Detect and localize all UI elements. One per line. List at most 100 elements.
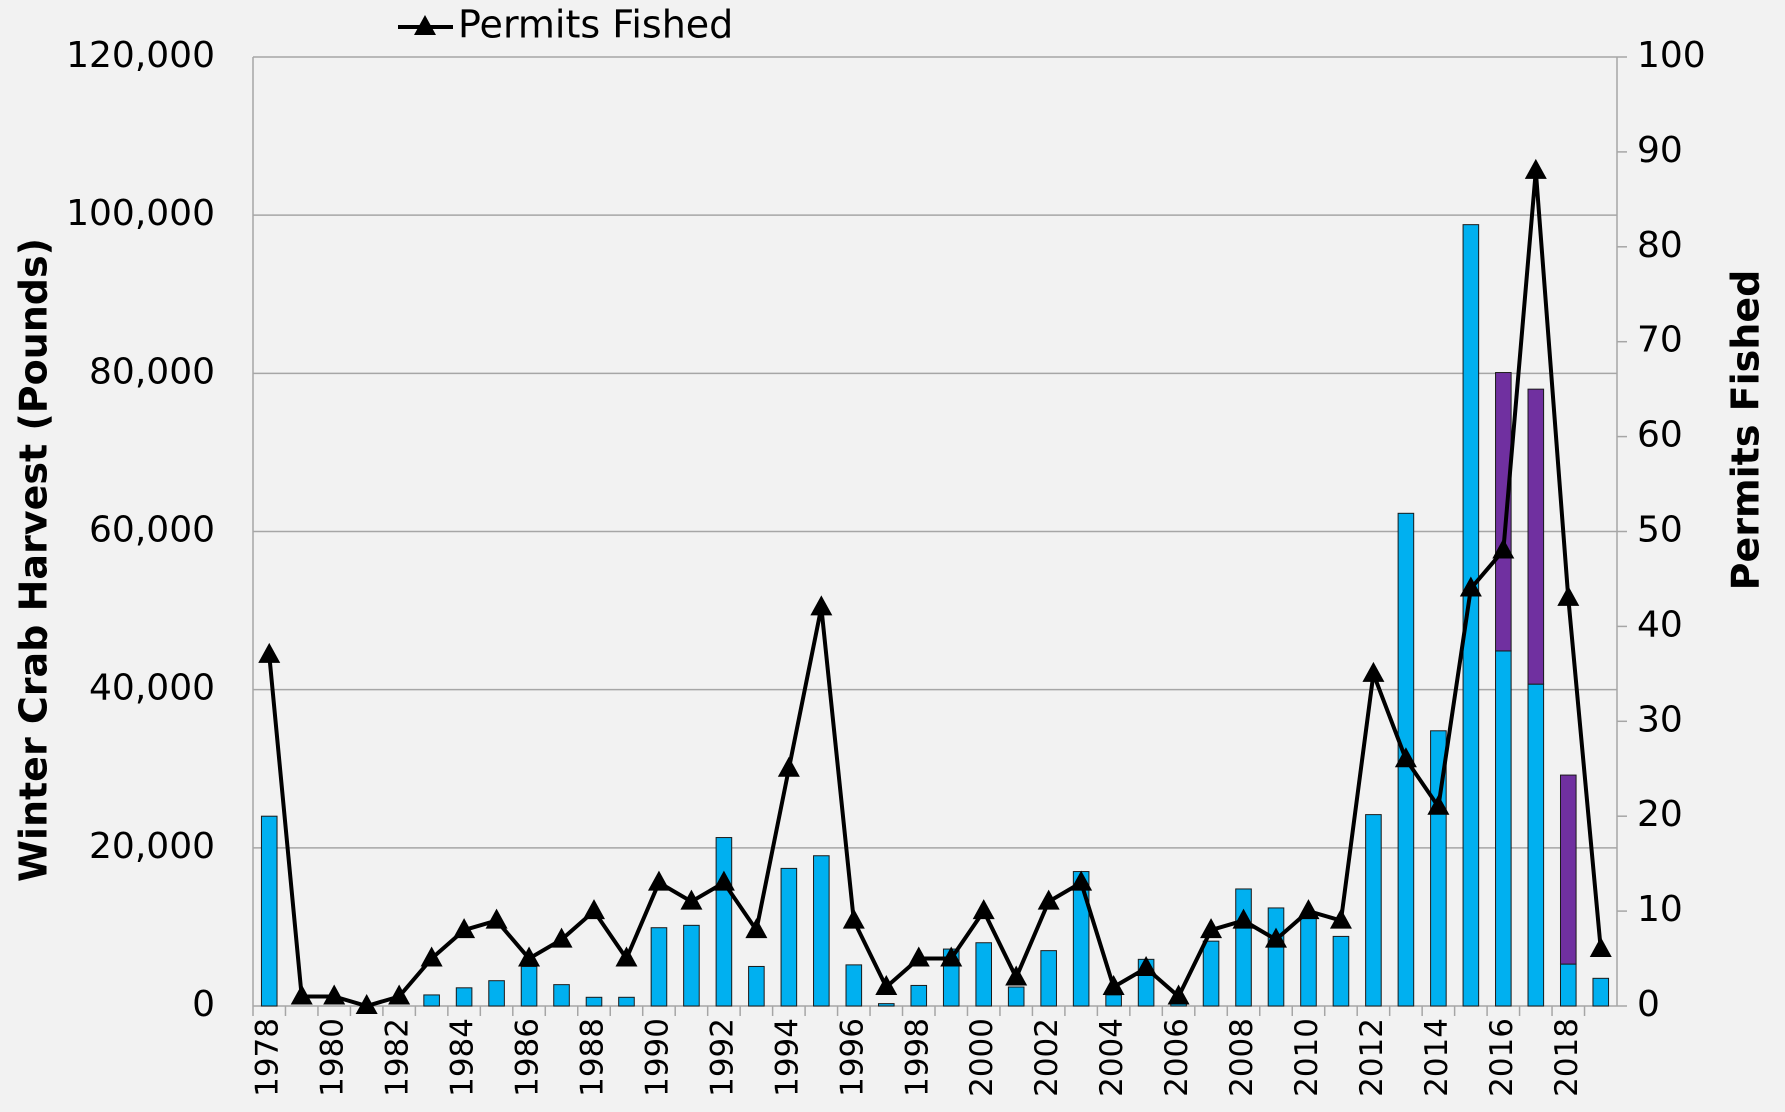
marker	[1232, 908, 1255, 929]
bar	[1462, 224, 1480, 1007]
bar	[455, 987, 473, 1007]
x-tick-label: 2010	[1289, 1018, 1325, 1097]
marker	[1070, 870, 1093, 891]
marker	[323, 984, 346, 1005]
marker	[518, 946, 541, 967]
marker	[875, 975, 898, 996]
bar	[553, 984, 570, 1007]
y2-tick-label: 50	[1637, 510, 1683, 551]
y-tick-label: 60,000	[89, 510, 215, 551]
marker	[258, 642, 281, 663]
x-tick-label: 1992	[704, 1018, 740, 1097]
bar	[1495, 650, 1512, 1007]
marker	[1329, 908, 1352, 929]
marker	[1297, 899, 1320, 920]
x-tick-label: 1986	[510, 1018, 546, 1097]
y2-tick-label: 100	[1637, 35, 1706, 76]
y2-tick-label: 20	[1637, 794, 1683, 835]
bar	[1040, 950, 1057, 1007]
x-tick-label: 1998	[899, 1018, 935, 1097]
marker	[1394, 747, 1417, 768]
bar	[877, 1003, 895, 1007]
bar	[1559, 963, 1577, 1007]
bar	[845, 964, 863, 1007]
x-tick-label: 2012	[1354, 1018, 1390, 1097]
marker	[907, 946, 930, 967]
marker	[1524, 158, 1547, 179]
marker	[485, 908, 508, 929]
bar	[1105, 994, 1122, 1007]
marker	[583, 899, 605, 920]
marker	[745, 918, 768, 939]
y-tick-label: 20,000	[89, 826, 215, 867]
y2-tick-label: 80	[1637, 225, 1683, 266]
bar	[423, 994, 440, 1007]
marker	[842, 908, 865, 929]
bar	[1267, 907, 1285, 1007]
marker	[1005, 965, 1028, 986]
x-tick-label: 2008	[1224, 1018, 1260, 1097]
y2-tick-label: 10	[1637, 889, 1683, 930]
marker	[1459, 576, 1482, 597]
marker	[1427, 794, 1450, 815]
y2-tick-label: 40	[1637, 604, 1683, 645]
y2-axis-title: Permits Fished	[1724, 270, 1768, 591]
x-tick-label: 1980	[315, 1018, 351, 1097]
marker	[355, 994, 378, 1014]
marker	[777, 756, 800, 777]
x-tick-label: 1982	[380, 1018, 416, 1097]
y2-tick-label: 30	[1637, 699, 1683, 740]
y-tick-label: 40,000	[89, 668, 215, 709]
bar	[975, 942, 993, 1007]
bar	[260, 815, 278, 1007]
marker	[1102, 975, 1125, 996]
bar	[520, 965, 538, 1007]
bar	[813, 855, 830, 1007]
legend-label: Permits Fished	[458, 3, 733, 47]
x-tick-label: 1994	[769, 1018, 805, 1097]
marker	[1265, 927, 1287, 948]
x-tick-label: 2000	[964, 1018, 1000, 1097]
marker	[1557, 585, 1580, 606]
y-axis-title: Winter Crab Harvest (Pounds)	[12, 238, 56, 882]
marker	[615, 946, 638, 967]
x-tick-label: 2002	[1029, 1018, 1065, 1097]
bar	[683, 924, 700, 1007]
marker	[1167, 984, 1190, 1005]
bar	[1527, 388, 1545, 685]
marker	[1135, 956, 1158, 977]
bar	[1592, 977, 1610, 1007]
y-tick-label: 120,000	[66, 35, 215, 76]
bar	[780, 867, 798, 1007]
marker	[1492, 538, 1515, 559]
x-tick-label: 2014	[1419, 1018, 1455, 1097]
bar	[618, 996, 635, 1007]
marker	[388, 984, 411, 1005]
bar	[1300, 916, 1317, 1007]
y-tick-label: 0	[192, 984, 215, 1025]
marker	[680, 889, 703, 910]
x-tick-label: 2018	[1549, 1018, 1585, 1097]
y-tick-label: 80,000	[89, 351, 215, 392]
bar	[1235, 888, 1252, 1007]
y2-tick-label: 0	[1637, 984, 1660, 1025]
bar	[715, 837, 733, 1007]
bar	[1072, 871, 1090, 1007]
x-tick-label: 1988	[575, 1018, 611, 1097]
x-tick-label: 1996	[834, 1018, 870, 1097]
x-tick-label: 2006	[1159, 1018, 1195, 1097]
marker	[1362, 661, 1385, 682]
bar	[748, 965, 765, 1007]
x-tick-label: 1990	[639, 1018, 675, 1097]
bar	[488, 980, 505, 1007]
x-tick-label: 2004	[1094, 1018, 1130, 1097]
bar	[1332, 935, 1350, 1007]
bar	[1007, 986, 1025, 1007]
bar	[1495, 372, 1512, 652]
legend-marker	[414, 15, 436, 35]
marker	[1589, 937, 1612, 958]
bar	[1202, 940, 1220, 1007]
bar	[1527, 683, 1545, 1007]
marker	[940, 946, 963, 967]
